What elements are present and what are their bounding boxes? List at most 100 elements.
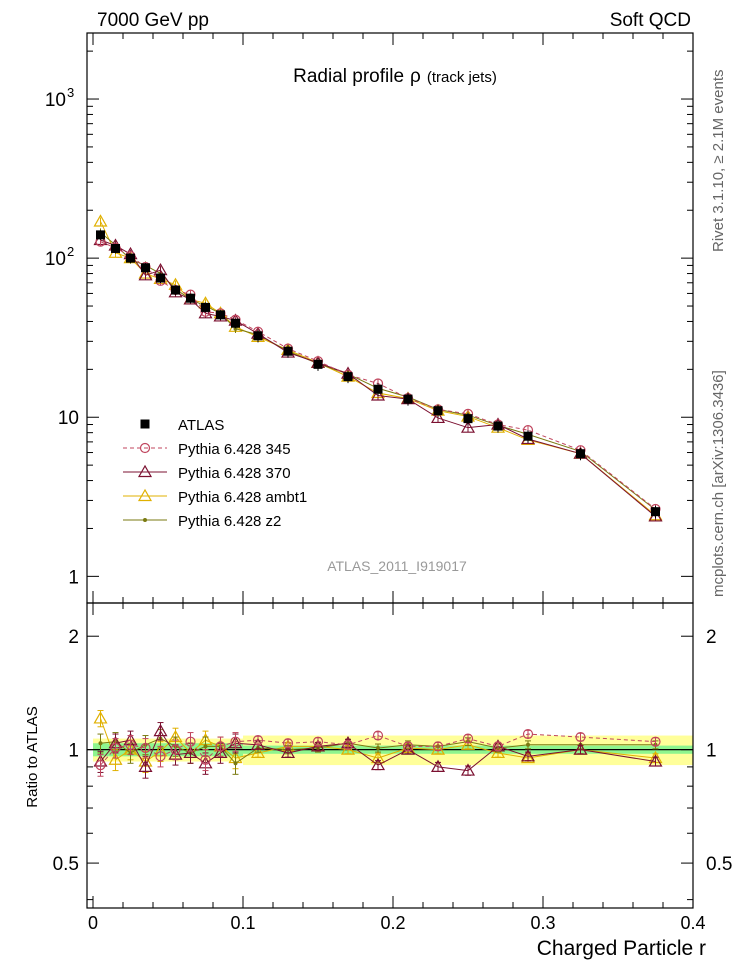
legend-label: Pythia 6.428 ambt1 bbox=[178, 489, 307, 506]
series-point bbox=[370, 388, 386, 401]
atlas-point bbox=[283, 346, 293, 356]
ratio-point bbox=[462, 733, 474, 744]
ratio-point bbox=[155, 751, 166, 762]
legend-label: ATLAS bbox=[178, 417, 224, 434]
x-tick-label: 0.3 bbox=[530, 913, 555, 933]
atlas-point bbox=[651, 507, 660, 517]
ratio-point bbox=[183, 745, 198, 759]
atlas-point bbox=[373, 384, 383, 394]
ratio-point bbox=[460, 737, 476, 750]
series-point bbox=[233, 326, 238, 331]
ratio-point bbox=[650, 736, 661, 747]
ratio-point bbox=[108, 752, 123, 765]
series-point bbox=[93, 214, 108, 227]
ratio-point bbox=[138, 759, 153, 772]
y-tick-exponent: 2 bbox=[67, 244, 74, 259]
ratio-point bbox=[185, 736, 196, 747]
ratio-point bbox=[312, 736, 324, 747]
series-line-1 bbox=[100, 241, 656, 510]
ratio-point bbox=[522, 728, 534, 740]
ratio-point bbox=[573, 742, 588, 755]
ratio-point bbox=[153, 723, 168, 737]
ratio-point bbox=[370, 757, 386, 771]
ratio-plot-frame bbox=[86, 602, 694, 909]
atlas-point bbox=[403, 394, 413, 404]
ratio-point bbox=[125, 739, 136, 750]
y-tick-label: 1 bbox=[68, 567, 79, 588]
atlas-point bbox=[231, 318, 240, 328]
atlas-point bbox=[216, 310, 225, 320]
series-point bbox=[460, 420, 476, 433]
ratio-point bbox=[252, 735, 264, 746]
atlas-point bbox=[253, 331, 263, 341]
ratio-y-tick-label: 2 bbox=[68, 627, 79, 648]
y-tick-label: 10 bbox=[45, 249, 66, 270]
atlas-point bbox=[576, 449, 585, 459]
ratio-y-tick-label: 1 bbox=[68, 741, 79, 762]
legend-label: Pythia 6.428 345 bbox=[178, 441, 291, 458]
ratio-point bbox=[95, 759, 106, 771]
ratio-point bbox=[233, 761, 238, 766]
ratio-point bbox=[372, 730, 384, 741]
legend-marker bbox=[137, 464, 153, 478]
ratio-y-tick-label: 0.5 bbox=[53, 854, 79, 875]
x-tick-label: 0.1 bbox=[230, 913, 255, 933]
ratio-point bbox=[215, 741, 226, 752]
ratio-point bbox=[203, 744, 208, 749]
ratio-y-tick-label-right: 1 bbox=[706, 741, 717, 762]
legend-marker bbox=[139, 442, 151, 454]
ratio-point bbox=[200, 754, 211, 765]
atlas-point bbox=[201, 302, 210, 312]
side-label-bottom: mcplots.cern.ch [arXiv:1306.3436] bbox=[710, 370, 727, 597]
atlas-point bbox=[126, 253, 135, 263]
atlas-point bbox=[433, 406, 443, 416]
ratio-point bbox=[526, 742, 530, 747]
ratio-point bbox=[110, 742, 121, 754]
ratio-point bbox=[648, 754, 663, 767]
atlas-point bbox=[156, 273, 165, 283]
legend-marker bbox=[137, 488, 153, 502]
side-label-top: Rivet 3.1.10, ≥ 2.1M events bbox=[710, 70, 727, 253]
ratio-y-axis-label: Ratio to ATLAS bbox=[24, 706, 41, 807]
ratio-point bbox=[432, 741, 444, 752]
ratio-point bbox=[400, 742, 416, 755]
ratio-panel: 0 0.1 0.2 0.3 0.4 0.5 0.5 1 1 2 2 bbox=[53, 602, 732, 933]
y-tick-exponent: 3 bbox=[67, 85, 74, 100]
ratio-point bbox=[170, 744, 181, 755]
atlas-point bbox=[111, 243, 120, 253]
ratio-point bbox=[280, 745, 296, 759]
legend-label: Pythia 6.428 z2 bbox=[178, 513, 281, 530]
atlas-point bbox=[313, 359, 323, 369]
ratio-point bbox=[282, 738, 294, 749]
ratio-point bbox=[93, 711, 108, 724]
ratio-y-tick-label-right: 2 bbox=[706, 627, 717, 648]
ratio-line-3 bbox=[100, 718, 656, 763]
legend-label: Pythia 6.428 370 bbox=[178, 465, 291, 482]
atlas-point bbox=[343, 372, 353, 382]
ratio-point bbox=[520, 749, 536, 762]
ratio-line-1 bbox=[100, 733, 656, 766]
ratio-point bbox=[98, 741, 103, 746]
ratio-point bbox=[230, 736, 241, 747]
series-point bbox=[138, 268, 153, 281]
ratio-point bbox=[213, 745, 228, 759]
x-tick-label: 0.2 bbox=[380, 913, 405, 933]
legend-marker-atlas bbox=[140, 419, 150, 429]
plot-title-symbol: ρ bbox=[410, 66, 421, 87]
header-right: Soft QCD bbox=[610, 10, 691, 31]
plot-title-suffix: (track jets) bbox=[427, 69, 497, 86]
legend-marker bbox=[143, 518, 147, 522]
plot-title: Radial profile ρ (track jets) bbox=[293, 66, 497, 87]
ratio-point bbox=[430, 759, 446, 772]
ratio-point bbox=[342, 739, 354, 750]
ratio-point bbox=[575, 731, 586, 743]
ratio-point bbox=[460, 763, 476, 776]
y-tick-label: 10 bbox=[58, 408, 79, 429]
x-tick-label: 0 bbox=[88, 913, 98, 933]
x-axis-label: Charged Particle r bbox=[537, 937, 706, 960]
ratio-point bbox=[492, 741, 504, 752]
ratio-point bbox=[430, 742, 446, 755]
atlas-point bbox=[523, 431, 533, 441]
ratio-point bbox=[140, 742, 151, 754]
